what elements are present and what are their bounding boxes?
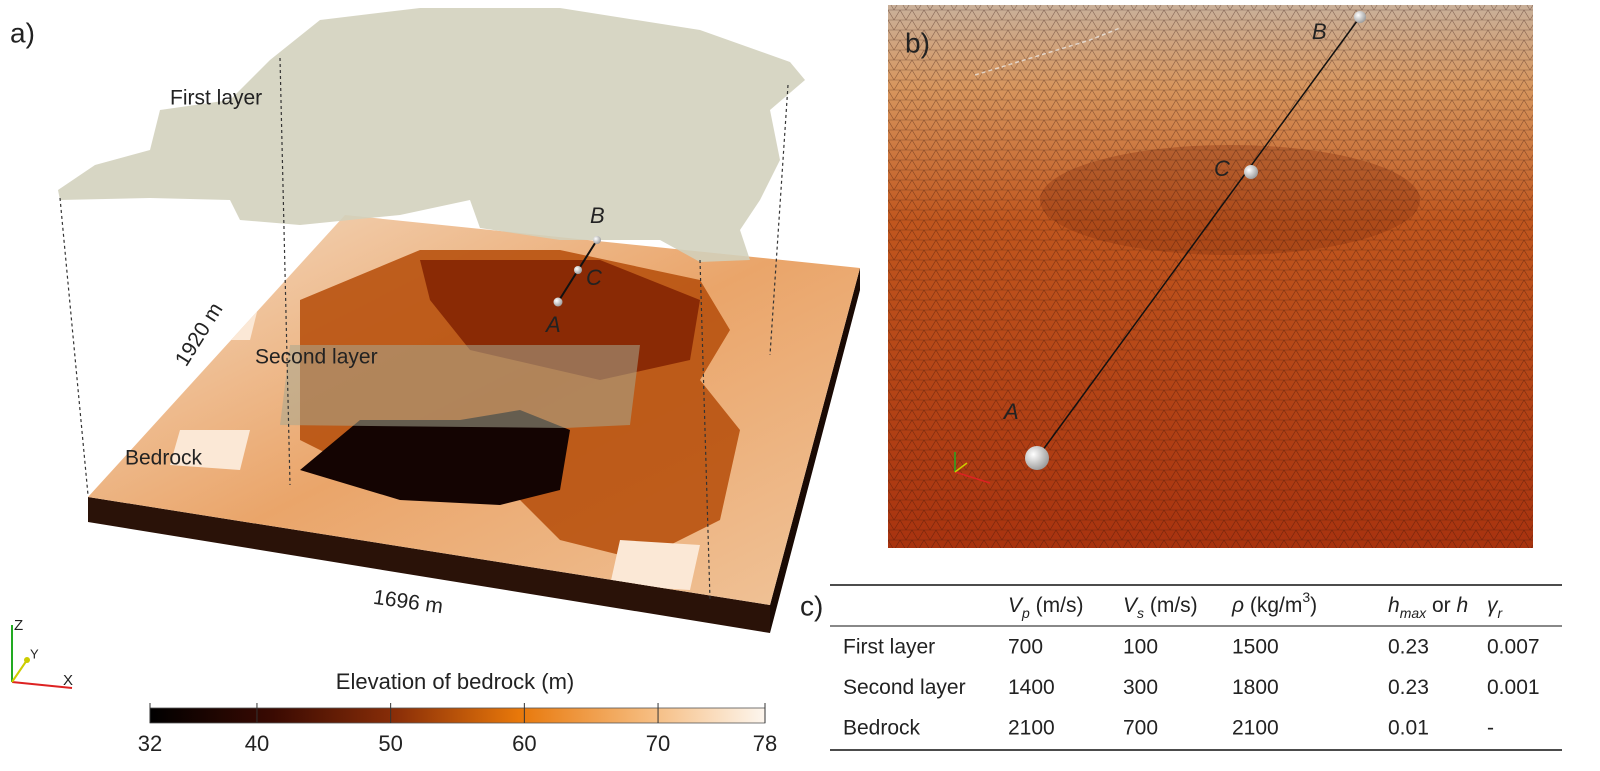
- mesh-view: [888, 5, 1533, 548]
- axis-label: Z: [14, 617, 23, 634]
- header-part: r: [1498, 605, 1504, 621]
- header-part: ): [1310, 594, 1317, 617]
- point-label: C: [1214, 156, 1230, 181]
- dimension-label: 1696 m: [372, 586, 445, 619]
- point: [574, 266, 582, 274]
- point-label: B: [590, 203, 605, 228]
- header-part: s: [1137, 605, 1144, 621]
- point-label: A: [544, 312, 561, 337]
- header-part: or: [1426, 594, 1456, 617]
- header-part: p: [1021, 605, 1030, 621]
- panel-label: b): [905, 27, 930, 58]
- table-header: hmax or h: [1388, 594, 1468, 621]
- panel-label: c): [800, 590, 823, 621]
- guides: [59, 57, 789, 601]
- second-layer: [280, 345, 640, 428]
- header-part: (m/s): [1030, 594, 1084, 617]
- table-cell: 1800: [1232, 676, 1279, 699]
- table-cell: -: [1487, 717, 1494, 740]
- point: [553, 297, 563, 307]
- table-cell: 1500: [1232, 636, 1279, 659]
- table-cell: 2100: [1008, 717, 1055, 740]
- axes-triad: [11, 625, 73, 689]
- header-part: γ: [1487, 594, 1499, 617]
- table-cell: 0.001: [1487, 676, 1540, 699]
- table-cell: 700: [1008, 636, 1043, 659]
- table-header: Vs (m/s): [1123, 594, 1198, 621]
- colorbar-tick-label: 78: [753, 731, 777, 756]
- colorbar-tick-label: 40: [245, 731, 269, 756]
- colorbar-tick-label: 32: [138, 731, 162, 756]
- layer-label: Second layer: [255, 346, 378, 369]
- table-header: ρ (kg/m3): [1231, 589, 1317, 617]
- axis-label: Y: [30, 646, 39, 661]
- header-part: V: [1123, 594, 1139, 617]
- layer-label: Bedrock: [125, 447, 203, 470]
- table-cell: 1400: [1008, 676, 1055, 699]
- first-layer: [58, 8, 805, 262]
- header-part: V: [1008, 594, 1024, 617]
- header-part: max: [1400, 605, 1427, 621]
- colorbar-tick-label: 50: [378, 731, 402, 756]
- table-cell: 300: [1123, 676, 1158, 699]
- point-label: B: [1312, 19, 1327, 44]
- row-label: Second layer: [843, 676, 966, 699]
- colorbar: [149, 707, 766, 724]
- layer-label: First layer: [170, 87, 262, 110]
- table-header: Vp (m/s): [1008, 594, 1083, 621]
- row-label: First layer: [843, 636, 935, 659]
- colorbar-title: Elevation of bedrock (m): [336, 669, 574, 694]
- table-cell: 100: [1123, 636, 1158, 659]
- header-part: ρ: [1231, 594, 1244, 617]
- panel-label: a): [10, 17, 35, 48]
- header-part: (m/s): [1144, 594, 1198, 617]
- header-part: 3: [1302, 589, 1310, 605]
- table-cell: 0.23: [1388, 676, 1429, 699]
- point-label: A: [1002, 399, 1019, 424]
- table-cell: 0.007: [1487, 636, 1540, 659]
- header-part: h: [1456, 594, 1468, 617]
- colorbar-tick-label: 70: [646, 731, 670, 756]
- header-part: (kg/m: [1244, 594, 1302, 617]
- point-label: C: [586, 265, 602, 290]
- table-cell: 700: [1123, 717, 1158, 740]
- colorbar-tick-label: 60: [512, 731, 536, 756]
- table-cell: 0.23: [1388, 636, 1429, 659]
- table-cell: 0.01: [1388, 717, 1429, 740]
- table-cell: 2100: [1232, 717, 1279, 740]
- header-part: h: [1388, 594, 1400, 617]
- row-label: Bedrock: [843, 717, 921, 740]
- point: [593, 236, 601, 244]
- axis-label: X: [63, 672, 73, 689]
- table-header: γr: [1487, 594, 1504, 621]
